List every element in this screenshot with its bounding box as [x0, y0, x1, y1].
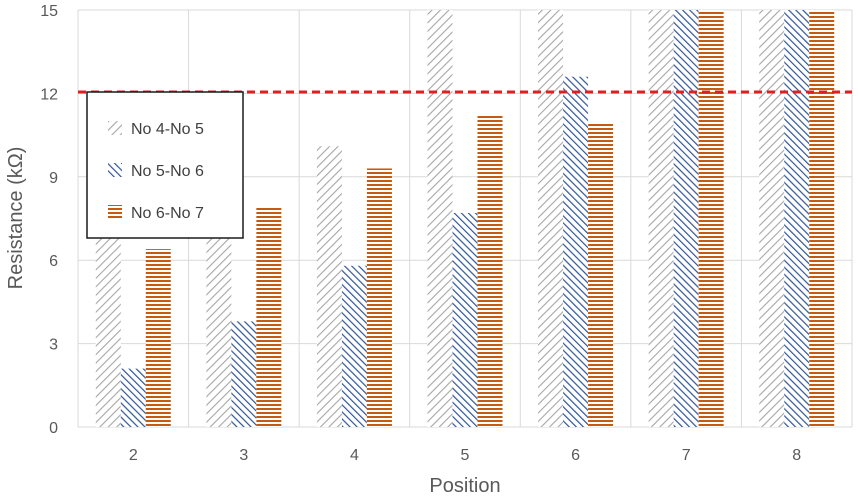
- y-tick-label: 3: [49, 337, 58, 354]
- bars: [95, 10, 835, 427]
- legend: No 4-No 5 No 5-No 6 No 6-No 7: [86, 91, 244, 239]
- bar-no6-no7-pos-7: [698, 10, 724, 427]
- bar-no4-no5-pos-8: [759, 10, 785, 427]
- bar-no4-no5-pos-2: [95, 232, 121, 427]
- bar-no6-no7-pos-2: [145, 249, 171, 427]
- legend-label: No 4-No 5: [131, 121, 204, 138]
- y-tick-label: 12: [40, 86, 58, 103]
- bar-no6-no7-pos-5: [477, 115, 503, 427]
- bar-no5-no6-pos-5: [452, 212, 478, 427]
- legend-label: No 6-No 7: [131, 205, 204, 222]
- x-tick-label: 5: [461, 447, 470, 464]
- x-tick-label: 7: [682, 447, 691, 464]
- y-tick-label: 6: [49, 253, 58, 270]
- bar-no4-no5-pos-7: [648, 10, 674, 427]
- bar-no5-no6-pos-7: [673, 10, 699, 427]
- legend-swatch: [108, 205, 122, 219]
- x-axis-title: Position: [429, 475, 500, 497]
- bar-no5-no6-pos-2: [120, 368, 146, 427]
- legend-label: No 5-No 6: [131, 163, 204, 180]
- bar-no4-no5-pos-6: [538, 10, 564, 427]
- y-axis-ticks: 0 3 6 9 12 15: [40, 3, 58, 437]
- x-tick-label: 4: [350, 447, 359, 464]
- gridlines: [77, 9, 853, 428]
- bar-no4-no5-pos-4: [316, 146, 342, 427]
- x-axis-ticks: 2 3 4 5 6 7 8: [129, 447, 801, 464]
- x-tick-label: 6: [571, 447, 580, 464]
- legend-swatch: [108, 163, 122, 177]
- x-tick-label: 2: [129, 447, 138, 464]
- bar-no5-no6-pos-3: [231, 321, 257, 427]
- legend-swatch: [108, 121, 122, 135]
- bar-no5-no6-pos-8: [784, 10, 810, 427]
- bar-no6-no7-pos-3: [256, 207, 282, 427]
- x-tick-label: 8: [792, 447, 801, 464]
- bar-no5-no6-pos-4: [341, 265, 367, 427]
- bar-no6-no7-pos-6: [588, 123, 614, 427]
- bar-no6-no7-pos-4: [366, 168, 392, 427]
- bar-no6-no7-pos-8: [809, 10, 835, 427]
- bar-no5-no6-pos-6: [563, 76, 589, 427]
- y-tick-label: 15: [40, 3, 58, 20]
- y-axis-title: Resistance (kΩ): [5, 147, 27, 290]
- y-tick-label: 0: [49, 420, 58, 437]
- bar-no4-no5-pos-3: [206, 226, 232, 427]
- y-tick-label: 9: [49, 170, 58, 187]
- x-tick-label: 3: [239, 447, 248, 464]
- bar-no4-no5-pos-5: [427, 10, 453, 427]
